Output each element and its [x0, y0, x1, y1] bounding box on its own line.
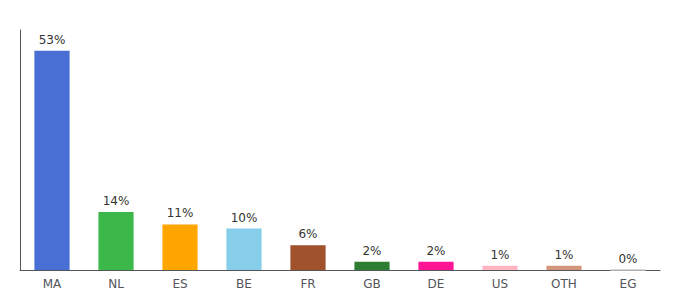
- svg-text:2%: 2%: [362, 244, 381, 258]
- svg-text:11%: 11%: [167, 206, 194, 220]
- svg-text:2%: 2%: [426, 244, 445, 258]
- svg-text:ES: ES: [172, 277, 187, 291]
- svg-text:GB: GB: [363, 277, 381, 291]
- svg-text:US: US: [492, 277, 508, 291]
- svg-text:OTH: OTH: [551, 277, 577, 291]
- svg-text:MA: MA: [43, 277, 62, 291]
- svg-text:NL: NL: [108, 277, 124, 291]
- svg-text:EG: EG: [620, 277, 637, 291]
- svg-text:1%: 1%: [554, 248, 573, 262]
- svg-text:0%: 0%: [618, 252, 637, 266]
- svg-text:53%: 53%: [39, 33, 66, 47]
- svg-text:6%: 6%: [298, 227, 317, 241]
- svg-text:10%: 10%: [231, 211, 258, 225]
- svg-text:14%: 14%: [103, 194, 130, 208]
- svg-text:DE: DE: [428, 277, 445, 291]
- svg-text:FR: FR: [300, 277, 315, 291]
- svg-text:1%: 1%: [490, 248, 509, 262]
- svg-text:BE: BE: [236, 277, 252, 291]
